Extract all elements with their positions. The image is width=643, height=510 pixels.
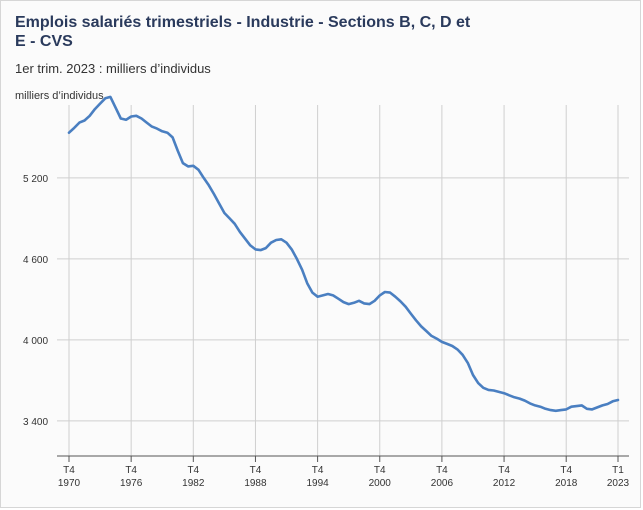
x-tick-year: 1982	[182, 478, 205, 489]
x-tick-year: 1994	[306, 478, 329, 489]
y-tick-label: 5 200	[23, 174, 48, 185]
x-tick-quarter: T4	[312, 465, 324, 476]
x-tick-quarter: T1	[612, 465, 624, 476]
x-tick-quarter: T4	[125, 465, 137, 476]
x-tick-quarter: T4	[498, 465, 510, 476]
x-tick-year: 2006	[431, 478, 454, 489]
y-axis-label: milliers d’individus	[15, 90, 104, 102]
x-tick-year: 1976	[120, 478, 143, 489]
x-axis	[57, 455, 629, 462]
x-tick-quarter: T4	[63, 465, 75, 476]
y-tick-label: 3 400	[23, 417, 48, 428]
x-tick-labels: T4 1970 T4 1976 T4 1982 T4 1988 T4 1994 T4 2000 T4 20…	[58, 465, 630, 489]
x-tick-quarter: T4	[250, 465, 262, 476]
y-tick-labels: 3 400 4 000 4 600 5 200	[23, 174, 48, 428]
x-tick-year: 1970	[58, 478, 81, 489]
y-tick-label: 4 600	[23, 255, 48, 266]
series-group	[67, 95, 620, 413]
x-tick-year: 1988	[244, 478, 267, 489]
series-line	[67, 95, 620, 413]
vertical-gridlines	[68, 105, 619, 456]
y-tick-label: 4 000	[23, 336, 48, 347]
chart-subtitle: 1er trim. 2023 : milliers d’individus	[15, 61, 211, 76]
x-tick-year: 2012	[493, 478, 516, 489]
horizontal-gridlines	[57, 177, 629, 422]
x-tick-quarter: T4	[187, 465, 199, 476]
x-tick-year: 2000	[369, 478, 392, 489]
x-tick-year: 2023	[607, 478, 630, 489]
x-tick-year: 2018	[555, 478, 578, 489]
x-tick-quarter: T4	[560, 465, 572, 476]
x-tick-quarter: T4	[436, 465, 448, 476]
x-tick-quarter: T4	[374, 465, 386, 476]
chart-title: Emplois salariés trimestriels - Industri…	[15, 14, 471, 50]
